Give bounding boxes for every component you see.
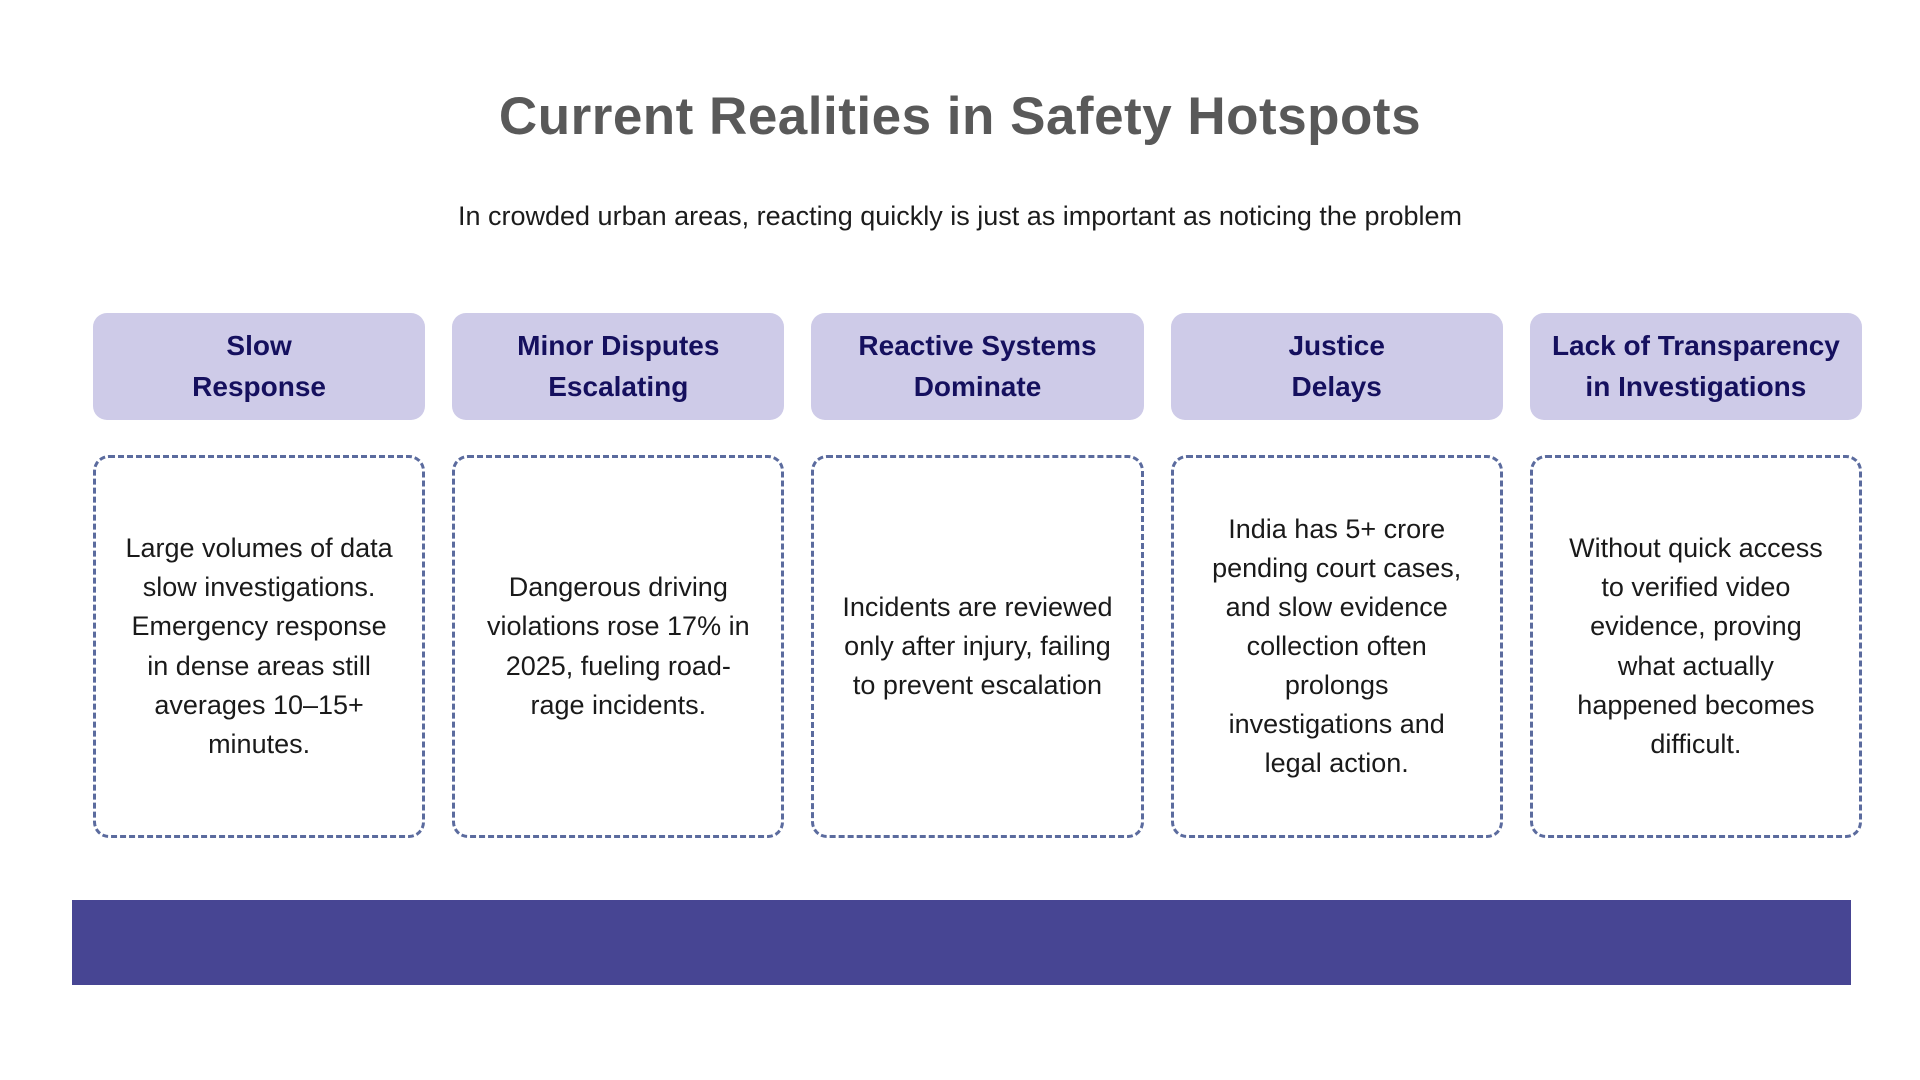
body-card-row: Large volumes of data slow investigation… xyxy=(93,455,1862,838)
body-card-lack-of-transparency: Without quick access to verified video e… xyxy=(1529,455,1862,838)
page-title: Current Realities in Safety Hotspots xyxy=(498,87,1422,146)
footer-accent-bar xyxy=(72,900,1851,985)
header-pill-minor-disputes: Minor Disputes Escalating xyxy=(452,313,785,420)
header-pill-lack-of-transparency: Lack of Transparency in Investigations xyxy=(1529,313,1862,420)
header-pill-reactive-systems: Reactive Systems Dominate xyxy=(811,313,1144,420)
page-subtitle: In crowded urban areas, reacting quickly… xyxy=(457,201,1462,231)
body-card-justice-delays: India has 5+ crore pending court cases, … xyxy=(1170,455,1503,838)
header-pill-slow-response: Slow Response xyxy=(93,313,426,420)
body-card-reactive-systems: Incidents are reviewed only after injury… xyxy=(811,455,1144,838)
body-card-slow-response: Large volumes of data slow investigation… xyxy=(93,455,426,838)
body-card-minor-disputes: Dangerous driving violations rose 17% in… xyxy=(452,455,785,838)
header-pill-justice-delays: Justice Delays xyxy=(1170,313,1503,420)
header-pill-row: Slow Response Minor Disputes Escalating … xyxy=(93,313,1862,420)
